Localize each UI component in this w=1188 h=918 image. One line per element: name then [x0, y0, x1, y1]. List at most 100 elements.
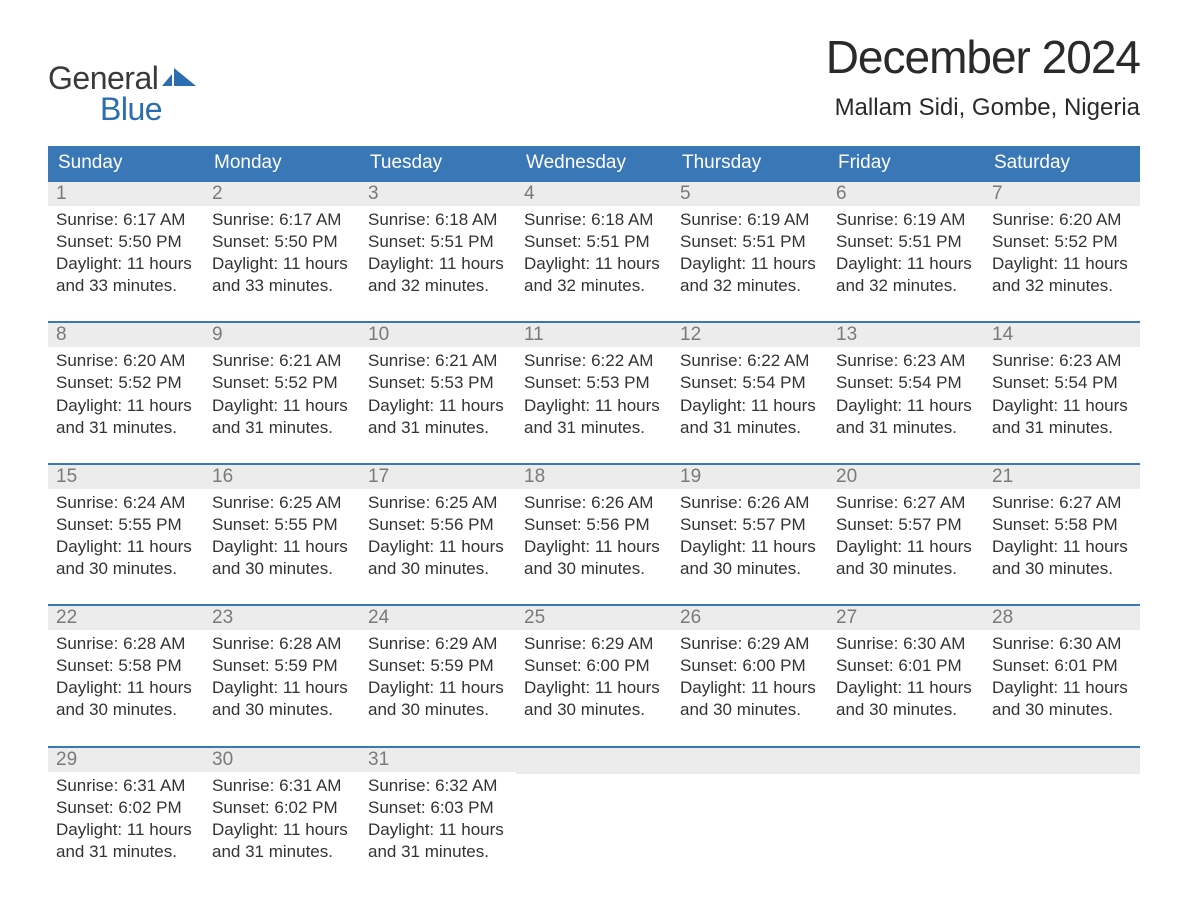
- sunset-text: Sunset: 5:51 PM: [368, 231, 508, 253]
- day-cell: 25Sunrise: 6:29 AMSunset: 6:00 PMDayligh…: [516, 606, 672, 727]
- day-number-row: 9: [204, 323, 360, 347]
- sunrise-text: Sunrise: 6:28 AM: [56, 633, 196, 655]
- sunset-text: Sunset: 5:54 PM: [836, 372, 976, 394]
- daylight-text: Daylight: 11 hours and 31 minutes.: [992, 395, 1132, 439]
- page-title: December 2024: [826, 30, 1140, 84]
- day-cell: 3Sunrise: 6:18 AMSunset: 5:51 PMDaylight…: [360, 182, 516, 303]
- sunset-text: Sunset: 5:55 PM: [56, 514, 196, 536]
- daylight-text: Daylight: 11 hours and 32 minutes.: [524, 253, 664, 297]
- sunset-text: Sunset: 6:02 PM: [56, 797, 196, 819]
- day-number: 2: [212, 183, 223, 204]
- day-body: Sunrise: 6:19 AMSunset: 5:51 PMDaylight:…: [672, 206, 828, 303]
- day-number: 30: [212, 749, 233, 770]
- day-body: Sunrise: 6:28 AMSunset: 5:59 PMDaylight:…: [204, 630, 360, 727]
- day-cell: 18Sunrise: 6:26 AMSunset: 5:56 PMDayligh…: [516, 465, 672, 586]
- day-number: 27: [836, 607, 857, 628]
- sunset-text: Sunset: 5:53 PM: [368, 372, 508, 394]
- day-number-row: [984, 748, 1140, 774]
- day-number-row: 22: [48, 606, 204, 630]
- day-body: [828, 774, 984, 862]
- day-body: Sunrise: 6:23 AMSunset: 5:54 PMDaylight:…: [984, 347, 1140, 444]
- day-number-row: 10: [360, 323, 516, 347]
- sunrise-text: Sunrise: 6:29 AM: [680, 633, 820, 655]
- sunrise-text: Sunrise: 6:32 AM: [368, 775, 508, 797]
- day-number: 17: [368, 466, 389, 487]
- sunrise-text: Sunrise: 6:22 AM: [524, 350, 664, 372]
- day-body: Sunrise: 6:31 AMSunset: 6:02 PMDaylight:…: [204, 772, 360, 869]
- sunset-text: Sunset: 5:58 PM: [56, 655, 196, 677]
- sunset-text: Sunset: 5:56 PM: [368, 514, 508, 536]
- title-block: December 2024 Mallam Sidi, Gombe, Nigeri…: [826, 30, 1140, 122]
- day-number-row: 1: [48, 182, 204, 206]
- day-number-row: [672, 748, 828, 774]
- day-cell: 10 Sunrise: 6:21 AMSunset: 5:53 PMDayligh…: [360, 323, 516, 444]
- day-cell: 7Sunrise: 6:20 AMSunset: 5:52 PMDaylight…: [984, 182, 1140, 303]
- daylight-text: Daylight: 11 hours and 31 minutes.: [56, 819, 196, 863]
- sunrise-text: Sunrise: 6:21 AM: [368, 350, 508, 372]
- day-number-row: 15: [48, 465, 204, 489]
- day-number-row: 7: [984, 182, 1140, 206]
- day-cell: 26Sunrise: 6:29 AMSunset: 6:00 PMDayligh…: [672, 606, 828, 727]
- day-number: 11: [524, 324, 544, 345]
- day-header: Friday: [828, 146, 984, 180]
- day-number: 28: [992, 607, 1013, 628]
- calendar-week: 15Sunrise: 6:24 AMSunset: 5:55 PMDayligh…: [48, 463, 1140, 586]
- sunrise-text: Sunrise: 6:28 AM: [212, 633, 352, 655]
- day-body: Sunrise: 6:19 AMSunset: 5:51 PMDaylight:…: [828, 206, 984, 303]
- logo-flag-icon: [162, 66, 196, 91]
- sunset-text: Sunset: 6:01 PM: [992, 655, 1132, 677]
- sunset-text: Sunset: 5:51 PM: [680, 231, 820, 253]
- daylight-text: Daylight: 11 hours and 30 minutes.: [212, 536, 352, 580]
- daylight-text: Daylight: 11 hours and 32 minutes.: [368, 253, 508, 297]
- day-body: [516, 774, 672, 862]
- day-body: Sunrise: 6:30 AMSunset: 6:01 PMDaylight:…: [984, 630, 1140, 727]
- daylight-text: Daylight: 11 hours and 31 minutes.: [56, 395, 196, 439]
- day-body: Sunrise: 6:29 AMSunset: 5:59 PMDaylight:…: [360, 630, 516, 727]
- day-number: 14: [992, 324, 1013, 345]
- logo-word2: Blue: [100, 91, 196, 128]
- daylight-text: Daylight: 11 hours and 31 minutes.: [212, 819, 352, 863]
- day-number-row: 26: [672, 606, 828, 630]
- day-number-row: 5: [672, 182, 828, 206]
- sunset-text: Sunset: 5:54 PM: [992, 372, 1132, 394]
- sunset-text: Sunset: 5:51 PM: [524, 231, 664, 253]
- sunset-text: Sunset: 6:03 PM: [368, 797, 508, 819]
- day-number: 6: [836, 183, 847, 204]
- day-header: Monday: [204, 146, 360, 180]
- day-cell: 24Sunrise: 6:29 AMSunset: 5:59 PMDayligh…: [360, 606, 516, 727]
- daylight-text: Daylight: 11 hours and 30 minutes.: [56, 677, 196, 721]
- day-body: Sunrise: 6:27 AMSunset: 5:57 PMDaylight:…: [828, 489, 984, 586]
- day-cell: 8Sunrise: 6:20 AMSunset: 5:52 PMDaylight…: [48, 323, 204, 444]
- day-number-row: 11: [516, 323, 672, 347]
- sunset-text: Sunset: 5:54 PM: [680, 372, 820, 394]
- day-number-row: 25: [516, 606, 672, 630]
- day-cell: 12Sunrise: 6:22 AMSunset: 5:54 PMDayligh…: [672, 323, 828, 444]
- sunset-text: Sunset: 5:50 PM: [212, 231, 352, 253]
- sunset-text: Sunset: 6:00 PM: [680, 655, 820, 677]
- day-body: Sunrise: 6:18 AMSunset: 5:51 PMDaylight:…: [516, 206, 672, 303]
- day-cell: 4Sunrise: 6:18 AMSunset: 5:51 PMDaylight…: [516, 182, 672, 303]
- sunrise-text: Sunrise: 6:23 AM: [992, 350, 1132, 372]
- daylight-text: Daylight: 11 hours and 32 minutes.: [836, 253, 976, 297]
- day-number-row: 29: [48, 748, 204, 772]
- header: General Blue December 2024 Mallam Sidi, …: [48, 30, 1140, 128]
- calendar: SundayMondayTuesdayWednesdayThursdayFrid…: [48, 146, 1140, 869]
- sunrise-text: Sunrise: 6:22 AM: [680, 350, 820, 372]
- daylight-text: Daylight: 11 hours and 31 minutes.: [368, 395, 508, 439]
- daylight-text: Daylight: 11 hours and 30 minutes.: [680, 677, 820, 721]
- day-number-row: 24: [360, 606, 516, 630]
- sunset-text: Sunset: 5:51 PM: [836, 231, 976, 253]
- sunrise-text: Sunrise: 6:19 AM: [680, 209, 820, 231]
- daylight-text: Daylight: 11 hours and 30 minutes.: [56, 536, 196, 580]
- day-number: 15: [56, 466, 77, 487]
- day-number-row: 20: [828, 465, 984, 489]
- day-header: Sunday: [48, 146, 204, 180]
- day-cell: 6Sunrise: 6:19 AMSunset: 5:51 PMDaylight…: [828, 182, 984, 303]
- sunset-text: Sunset: 5:53 PM: [524, 372, 664, 394]
- day-body: Sunrise: 6:29 AMSunset: 6:00 PMDaylight:…: [672, 630, 828, 727]
- day-number: 23: [212, 607, 233, 628]
- logo: General Blue: [48, 60, 196, 128]
- day-body: Sunrise: 6:25 AMSunset: 5:56 PMDaylight:…: [360, 489, 516, 586]
- day-cell: 9Sunrise: 6:21 AMSunset: 5:52 PMDaylight…: [204, 323, 360, 444]
- day-number-row: 17: [360, 465, 516, 489]
